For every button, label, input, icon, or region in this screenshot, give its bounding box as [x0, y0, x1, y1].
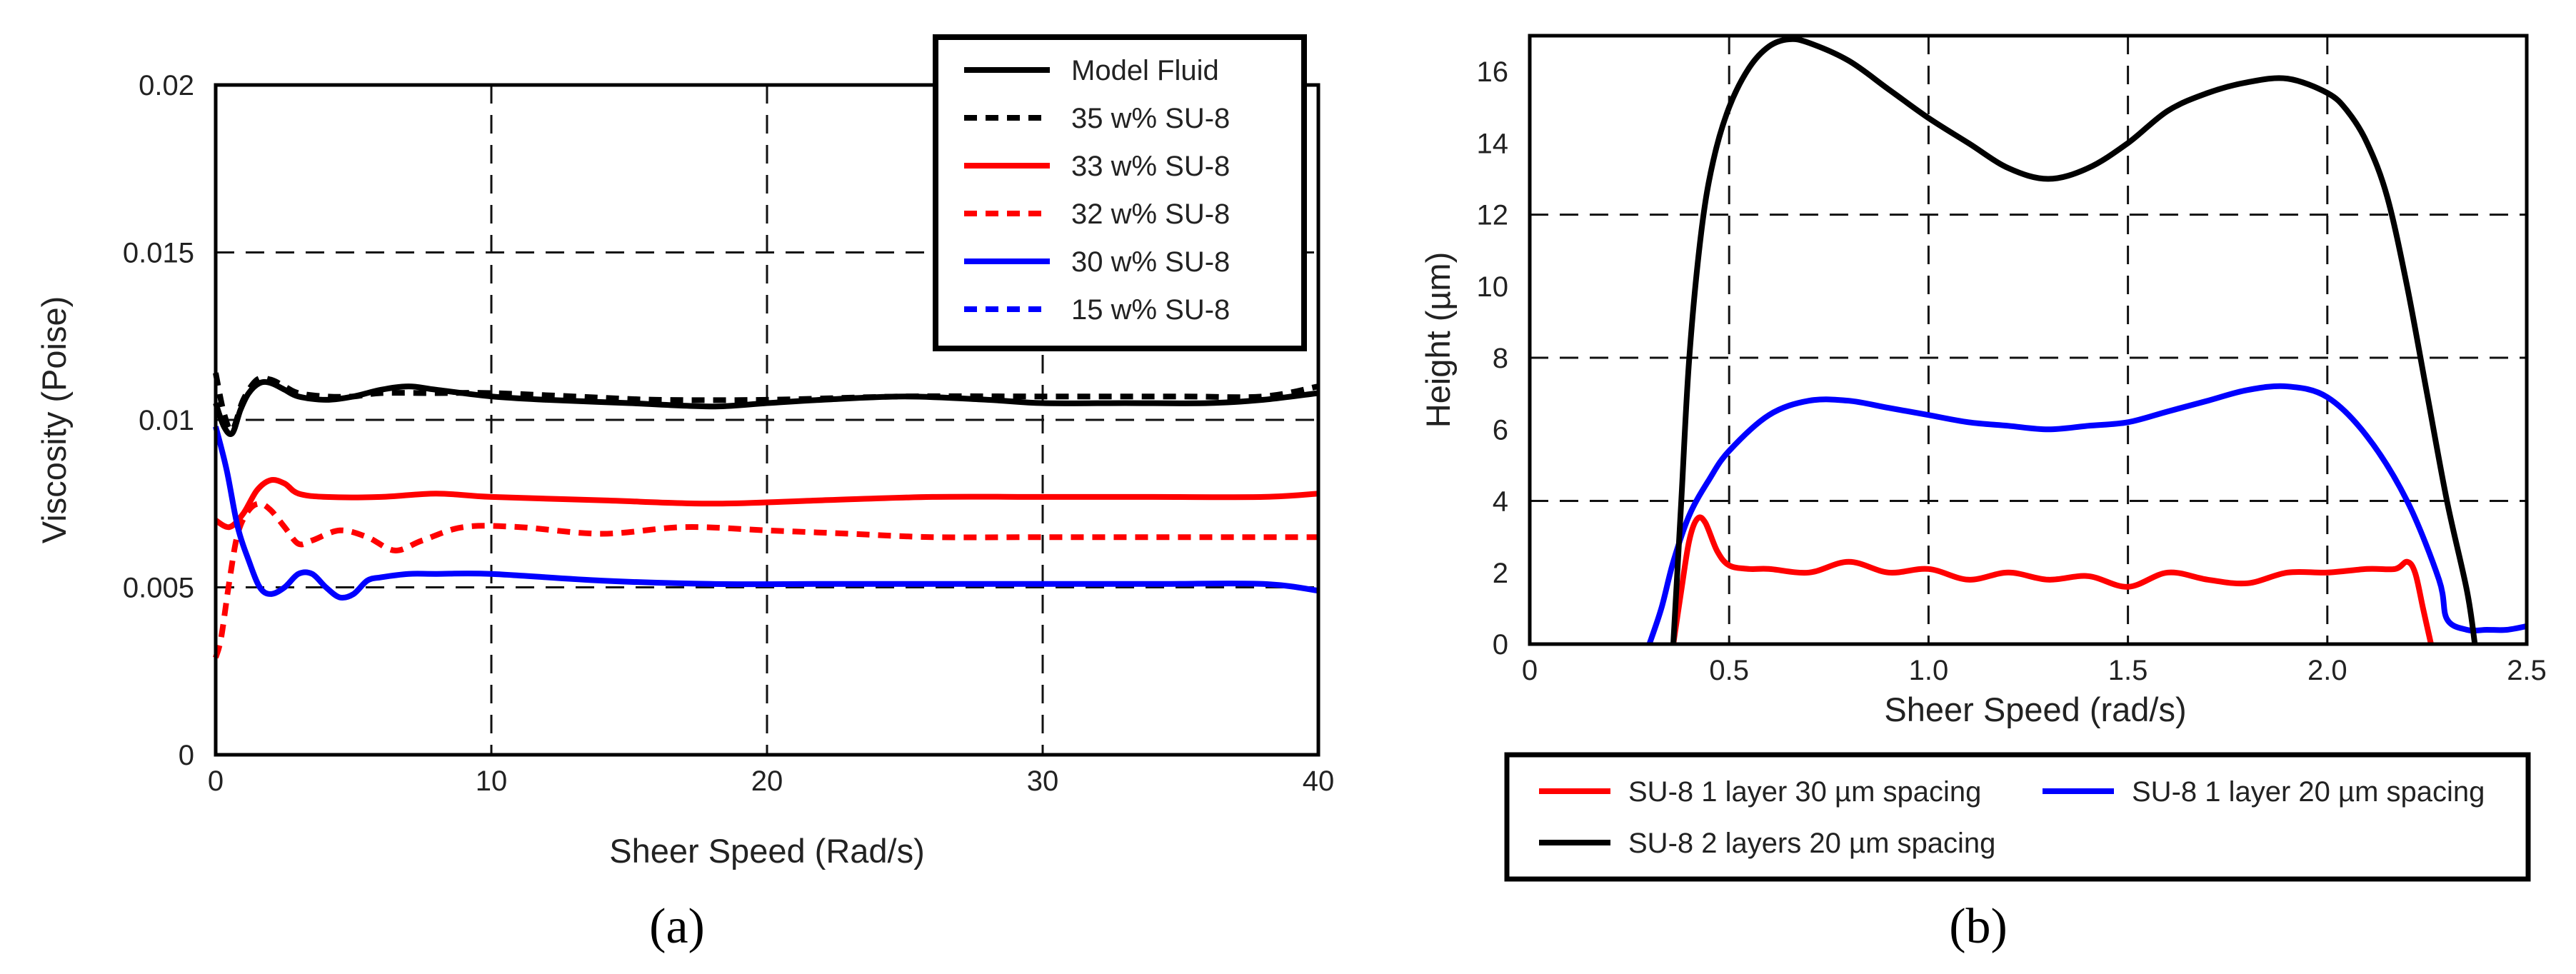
a-series-35-w-su-8	[213, 372, 1319, 433]
a-series-model-fluid	[213, 378, 1319, 437]
b-ytick-label: 12	[1477, 200, 1509, 231]
b-xtick-label: 1.5	[2108, 655, 2148, 686]
chart-b-ylabel: Height (µm)	[1419, 252, 1457, 428]
chart-b-legend-label: SU-8 1 layer 20 µm spacing	[2132, 776, 2485, 808]
b-xtick-label: 2.5	[2507, 655, 2547, 686]
b-series-su-8-1-layer-30-m-spacing	[1670, 514, 2434, 645]
chart-a-legend-label: 15 w% SU-8	[1071, 294, 1230, 326]
a-xtick-label: 10	[476, 765, 508, 797]
a-xtick-label: 20	[751, 765, 783, 797]
b-xtick-label: 2.0	[2307, 655, 2347, 686]
b-series-su-8-2-layers-20-m-spacing	[1670, 36, 2478, 645]
a-ytick-label: 0.005	[123, 573, 194, 604]
chart-b-xlabel: Sheer Speed (rad/s)	[1884, 691, 2186, 728]
chart-a-legend: Model Fluid 35 w% SU-8 33 w% SU-8 32 w% SU-…	[933, 34, 1307, 351]
chart-a-grid	[216, 85, 1318, 755]
a-ytick-label: 0.01	[139, 405, 194, 436]
chart-b-legend: SU-8 1 layer 30 µm spacing SU-8 1 layer 2…	[1504, 752, 2531, 882]
a-xtick-label: 40	[1303, 765, 1335, 797]
b-xtick-label: 0	[1522, 655, 1538, 686]
a-ytick-label: 0.02	[139, 70, 194, 101]
a-xtick-label: 0	[208, 765, 224, 797]
b-ytick-label: 4	[1493, 486, 1508, 518]
chart-a-ticks: 0 10 20 30 40 0 0.005 0.01 0.015 0.02	[123, 70, 1334, 797]
chart-b-series	[1646, 36, 2527, 646]
a-ytick-label: 0	[179, 740, 194, 771]
chart-b-legend-label: SU-8 2 layers 20 µm spacing	[1628, 828, 1995, 859]
chart-a-xlabel: Sheer Speed (Rad/s)	[609, 832, 925, 870]
chart-a-legend-box	[933, 34, 1307, 351]
a-series-32-w-su-8	[213, 501, 1318, 659]
chart-a: 0 10 20 30 40 0 0.005 0.01 0.015 0.02 Sheer Speed…	[35, 34, 1335, 954]
b-ytick-label: 16	[1477, 56, 1509, 88]
chart-a-legend-label: 33 w% SU-8	[1071, 151, 1230, 182]
b-ytick-label: 8	[1493, 343, 1508, 374]
chart-b-panel-label: (b)	[1949, 899, 2008, 954]
chart-a-ylabel: Viscosity (Poise)	[35, 296, 73, 544]
b-series-su-8-1-layer-20-m-spacing	[1646, 383, 2527, 646]
chart-b: 0 0.5 1.0 1.5 2.0 2.5 0 2 4 6 8 10 12 14 16 Sheer Spee…	[1419, 34, 2547, 954]
chart-a-legend-label: 30 w% SU-8	[1071, 246, 1230, 278]
chart-b-legend-label: SU-8 1 layer 30 µm spacing	[1628, 776, 1981, 808]
chart-b-plot-frame	[1528, 34, 2529, 646]
chart-a-legend-label: Model Fluid	[1071, 55, 1219, 86]
b-ytick-label: 2	[1493, 558, 1508, 589]
chart-b-ticks: 0 0.5 1.0 1.5 2.0 2.5 0 2 4 6 8 10 12 14 16	[1477, 56, 2547, 686]
a-xtick-label: 30	[1027, 765, 1059, 797]
chart-a-legend-label: 32 w% SU-8	[1071, 199, 1230, 230]
chart-a-plot-frame	[214, 83, 1320, 757]
b-ytick-label: 14	[1477, 128, 1509, 159]
b-ytick-label: 6	[1493, 414, 1508, 446]
b-ytick-label: 0	[1493, 629, 1508, 661]
a-series-30-w-su-8	[213, 426, 1319, 601]
chart-b-legend-box	[1504, 752, 2531, 882]
b-ytick-label: 10	[1477, 271, 1509, 303]
a-series-33-w-su-8	[214, 477, 1319, 531]
a-ytick-label: 0.015	[123, 238, 194, 269]
chart-a-legend-label: 35 w% SU-8	[1071, 103, 1230, 134]
chart-a-panel-label: (a)	[649, 899, 705, 954]
b-xtick-label: 0.5	[1709, 655, 1749, 686]
b-xtick-label: 1.0	[1909, 655, 1949, 686]
chart-a-series	[213, 372, 1319, 659]
